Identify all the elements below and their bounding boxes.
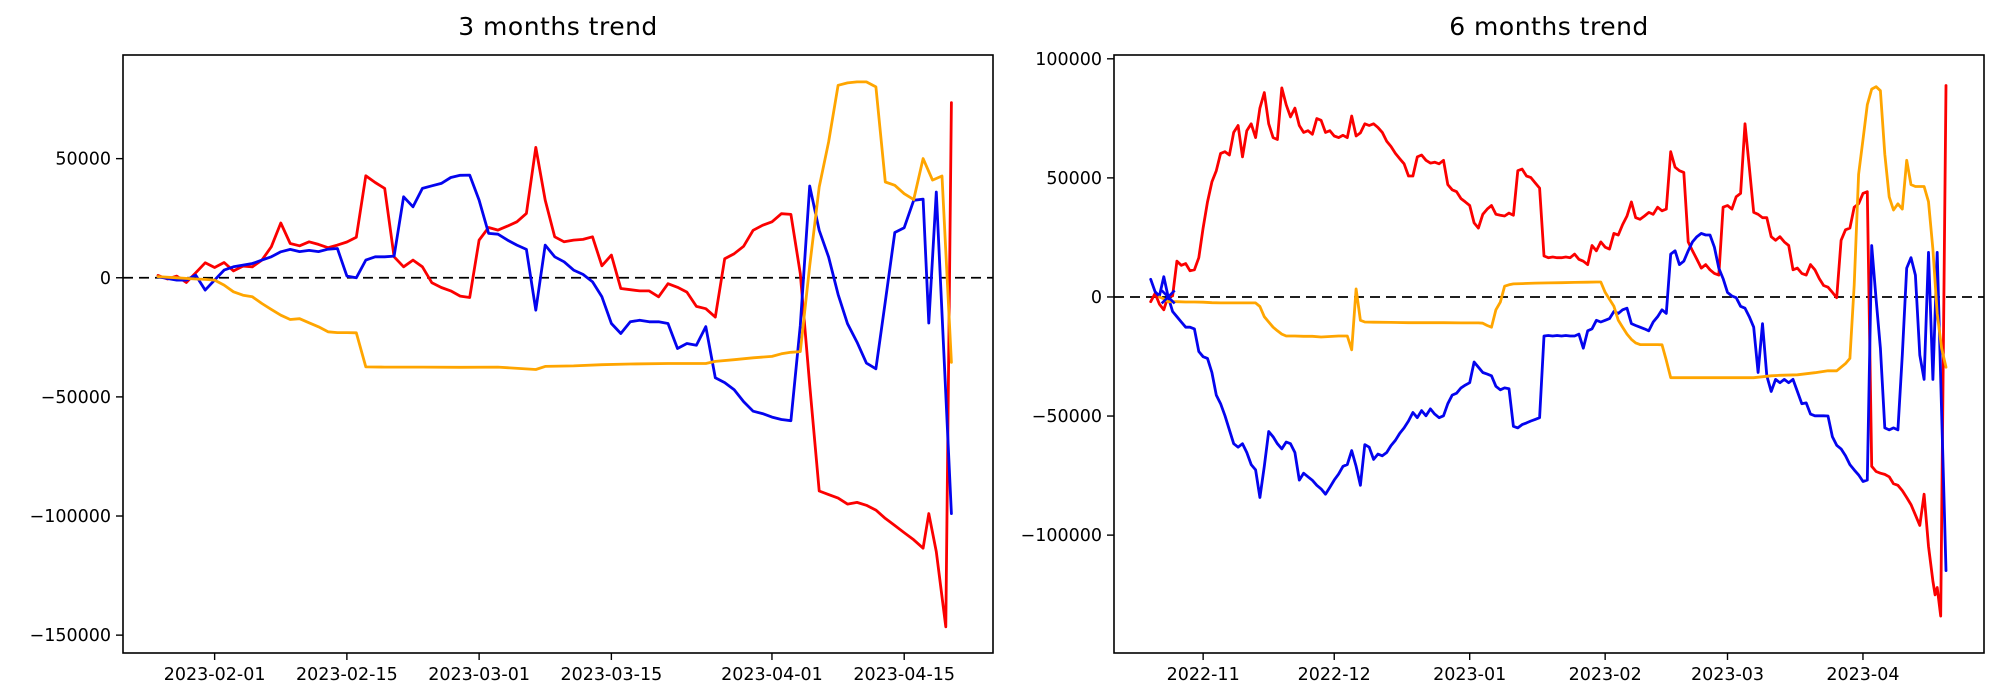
y-axis-tick-label: −50000 <box>41 388 111 408</box>
y-axis-tick-label: −100000 <box>1021 526 1102 546</box>
x-axis-tick-label: 2023-04-01 <box>721 665 823 685</box>
y-axis-tick-label: −50000 <box>1032 407 1102 427</box>
y-axis-tick-label: −100000 <box>30 507 111 527</box>
x-axis-tick-label: 2023-02-01 <box>164 665 266 685</box>
chart-title-3-months: 3 months trend <box>458 12 658 41</box>
chart-title-6-months: 6 months trend <box>1449 12 1649 41</box>
x-axis-tick-label: 2023-04 <box>1826 665 1899 685</box>
y-axis-tick-label: 50000 <box>1046 169 1102 189</box>
x-axis-tick-label: 2023-03-15 <box>561 665 663 685</box>
orange-series-line <box>1158 85 1948 380</box>
x-axis-tick-label: 2022-12 <box>1298 665 1371 685</box>
x-axis-tick-label: 2023-01 <box>1433 665 1506 685</box>
x-axis-tick-label: 2023-02-15 <box>296 665 398 685</box>
blue-series-line <box>1149 231 1948 572</box>
start-marker-x-icon <box>1160 289 1176 305</box>
axes-box <box>122 54 994 654</box>
y-axis-tick-label: −150000 <box>30 626 111 646</box>
y-axis-tick-label: 0 <box>100 269 111 289</box>
x-axis-tick-label: 2023-04-15 <box>853 665 955 685</box>
x-axis-tick-label: 2022-11 <box>1167 665 1240 685</box>
x-axis-tick-label: 2023-03-01 <box>428 665 530 685</box>
x-axis-tick-label: 2023-02 <box>1569 665 1642 685</box>
axes-box <box>1113 54 1985 654</box>
y-axis-tick-label: 0 <box>1091 288 1102 308</box>
y-axis-tick-label: 100000 <box>1035 50 1102 70</box>
y-axis-tick-label: 50000 <box>55 150 111 170</box>
x-axis-tick-label: 2023-03 <box>1691 665 1764 685</box>
red-series-line <box>1149 84 1948 618</box>
orange-series-line <box>156 80 953 371</box>
red-series-line <box>156 101 953 629</box>
blue-series-line <box>156 173 953 515</box>
